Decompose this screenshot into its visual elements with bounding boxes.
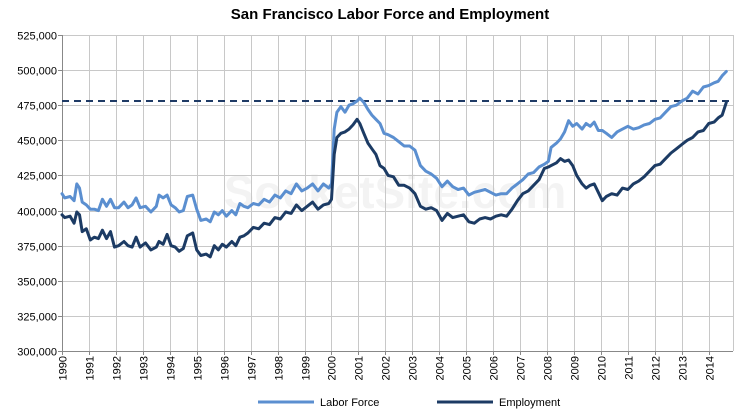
x-tick-label: 2010 bbox=[597, 356, 609, 380]
series-lines bbox=[60, 70, 728, 259]
x-axis-tick-labels: 1990 1991 1992 1993 1994 1995 1996 1997 1998 1999… bbox=[58, 356, 717, 380]
x-tick-label: 2004 bbox=[435, 356, 447, 380]
x-tick-label: 2005 bbox=[462, 356, 474, 380]
x-tick-label: 1998 bbox=[274, 356, 286, 380]
y-tick-label: 475,000 bbox=[17, 101, 57, 113]
legend: Labor Force Employment bbox=[258, 397, 560, 409]
x-tick-label: 2008 bbox=[543, 356, 555, 380]
gridlines bbox=[62, 35, 734, 352]
y-tick-label: 350,000 bbox=[17, 277, 57, 289]
x-tick-label: 2001 bbox=[354, 356, 366, 380]
x-tick-label: 2003 bbox=[408, 356, 420, 380]
x-tick-label: 1997 bbox=[247, 356, 259, 380]
x-tick-label: 2014 bbox=[705, 356, 717, 380]
chart-title: San Francisco Labor Force and Employment bbox=[231, 6, 549, 23]
legend-label-labor-force: Labor Force bbox=[320, 397, 379, 409]
y-tick-label: 450,000 bbox=[17, 136, 57, 148]
x-tick-label: 1996 bbox=[220, 356, 232, 380]
y-tick-label: 525,000 bbox=[17, 31, 57, 43]
x-tick-label: 1992 bbox=[112, 356, 124, 380]
x-tick-label: 2011 bbox=[624, 356, 636, 380]
x-tick-label: 2002 bbox=[381, 356, 393, 380]
x-tick-label: 1995 bbox=[193, 356, 205, 380]
x-tick-label: 1994 bbox=[166, 356, 178, 380]
axes bbox=[58, 35, 733, 355]
y-tick-label: 325,000 bbox=[17, 312, 57, 324]
x-tick-label: 1993 bbox=[139, 356, 151, 380]
watermark-text: SocketSite.com bbox=[224, 166, 567, 218]
y-tick-label: 300,000 bbox=[17, 347, 57, 359]
y-axis-tick-labels: 300,000 325,000 350,000 375,000 400,000 425,0… bbox=[17, 31, 57, 359]
legend-label-employment: Employment bbox=[499, 397, 560, 409]
x-tick-label: 1990 bbox=[58, 356, 70, 380]
y-tick-label: 425,000 bbox=[17, 171, 57, 183]
y-tick-label: 375,000 bbox=[17, 242, 57, 254]
x-tick-label: 2007 bbox=[516, 356, 528, 380]
series-line-labor-force bbox=[60, 70, 728, 224]
x-tick-label: 2013 bbox=[678, 356, 690, 380]
x-tick-label: 1991 bbox=[85, 356, 97, 380]
y-tick-label: 500,000 bbox=[17, 66, 57, 78]
y-tick-label: 400,000 bbox=[17, 207, 57, 219]
x-tick-label: 2006 bbox=[489, 356, 501, 380]
x-tick-label: 2009 bbox=[570, 356, 582, 380]
series-line-employment bbox=[60, 100, 728, 259]
x-tick-label: 2000 bbox=[327, 356, 339, 380]
x-tick-label: 1999 bbox=[301, 356, 313, 380]
x-tick-label: 2012 bbox=[651, 356, 663, 380]
